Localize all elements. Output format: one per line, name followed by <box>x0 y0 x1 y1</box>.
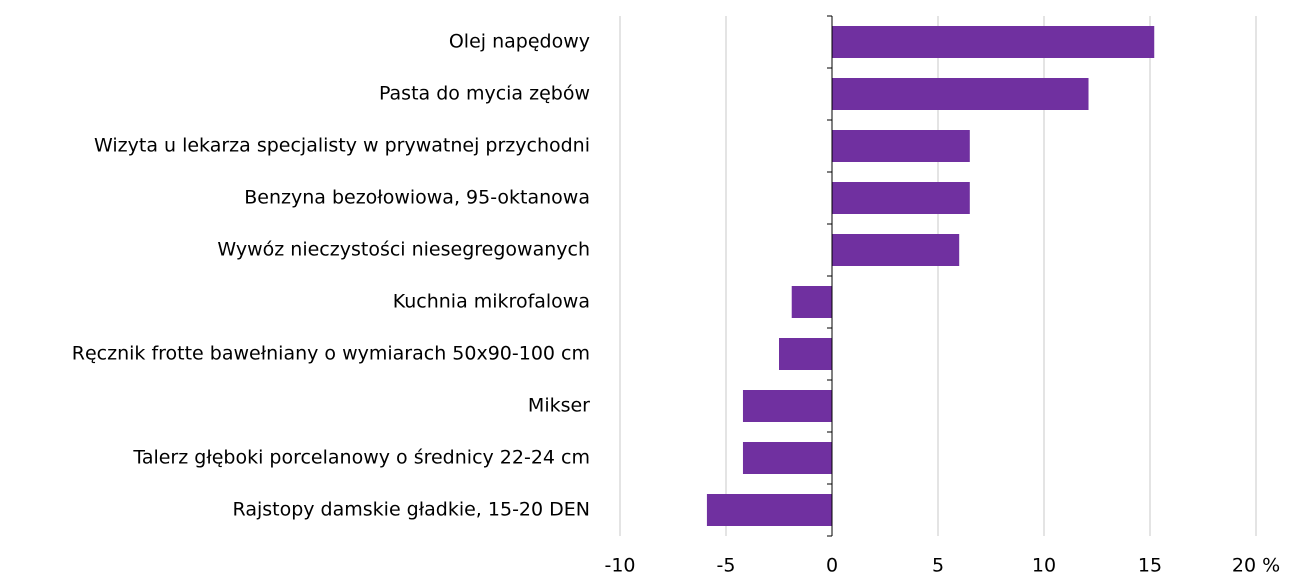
bar <box>832 234 960 266</box>
y-tick-label: Mikser <box>528 395 590 417</box>
y-tick-label: Ręcznik frotte bawełniany o wymiarach 50… <box>72 343 590 365</box>
y-tick-label: Talerz głęboki porcelanowy o średnicy 22… <box>132 447 590 469</box>
x-tick-label: 0 <box>826 555 838 575</box>
bar <box>742 390 832 422</box>
bar <box>832 130 970 162</box>
bar <box>832 26 1155 58</box>
bar <box>779 338 832 370</box>
y-tick-label: Olej napędowy <box>449 31 590 53</box>
y-tick-label: Rajstopy damskie gładkie, 15-20 DEN <box>233 499 590 521</box>
bar <box>791 286 832 318</box>
y-tick-label: Benzyna bezołowiowa, 95-oktanowa <box>244 187 590 209</box>
bar <box>706 494 832 526</box>
x-tick-label: -5 <box>717 555 736 575</box>
bar <box>832 78 1089 110</box>
x-tick-label: -10 <box>604 555 635 575</box>
y-tick-label: Wywóz nieczystości niesegregowanych <box>217 239 590 261</box>
x-tick-label: 15 <box>1138 555 1162 575</box>
y-tick-label: Pasta do mycia zębów <box>379 83 590 105</box>
x-tick-label: 5 <box>932 555 944 575</box>
y-tick-label: Kuchnia mikrofalowa <box>393 291 590 313</box>
x-tick-label: 10 <box>1032 555 1056 575</box>
x-tick-label: 20 % <box>1232 555 1280 575</box>
bar <box>742 442 832 474</box>
bar <box>832 182 970 214</box>
y-tick-label: Wizyta u lekarza specjalisty w prywatnej… <box>94 135 590 157</box>
